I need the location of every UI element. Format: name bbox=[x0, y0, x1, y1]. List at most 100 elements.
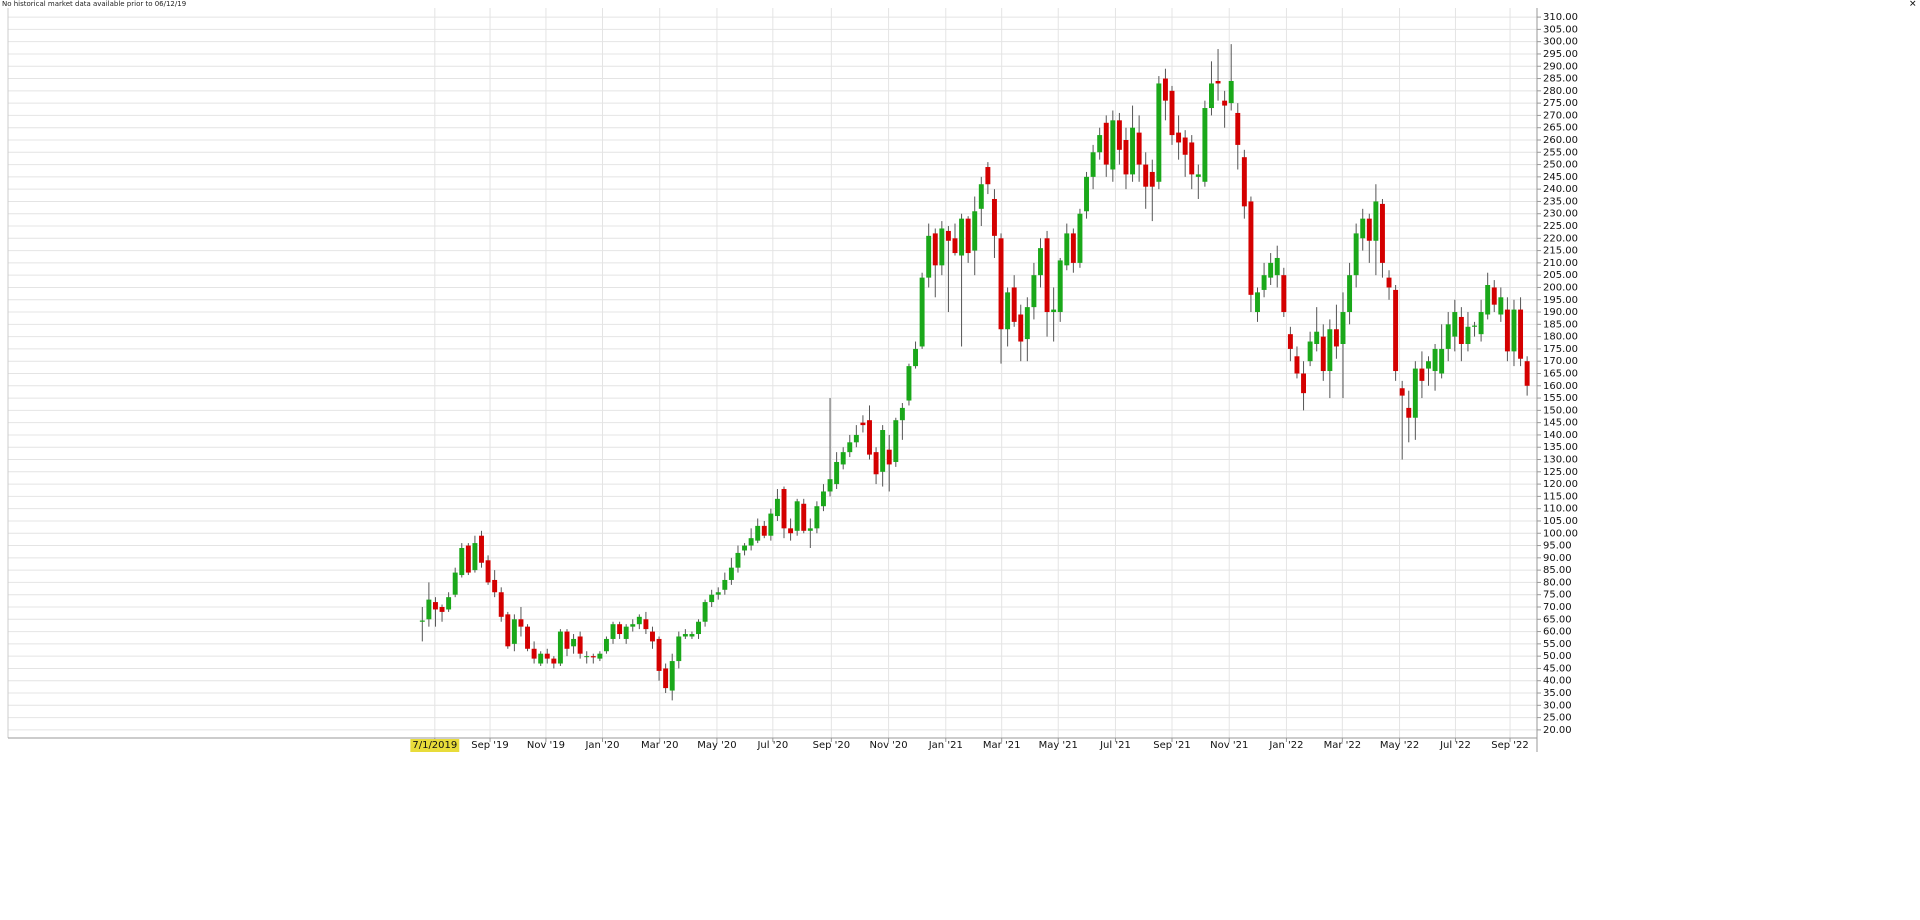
y-tick-label: 100.00 bbox=[1543, 528, 1578, 539]
candle-body bbox=[617, 624, 623, 635]
candle-body bbox=[834, 461, 840, 485]
y-tick-label: 50.00 bbox=[1543, 651, 1572, 662]
y-tick-label: 265.00 bbox=[1543, 123, 1578, 134]
y-tick-label: 45.00 bbox=[1543, 663, 1572, 674]
y-tick-label: 160.00 bbox=[1543, 381, 1578, 392]
candle-body bbox=[919, 277, 925, 347]
candle-body bbox=[511, 619, 517, 644]
candle-body bbox=[498, 592, 504, 617]
x-tick-label: Nov '20 bbox=[869, 740, 907, 751]
candle-body bbox=[1176, 132, 1182, 143]
y-tick-label: 145.00 bbox=[1543, 418, 1578, 429]
candle-body bbox=[1077, 213, 1083, 263]
candle-body bbox=[827, 479, 833, 492]
y-tick-label: 170.00 bbox=[1543, 356, 1578, 367]
y-tick-label: 115.00 bbox=[1543, 491, 1578, 502]
candle-body bbox=[571, 638, 577, 647]
x-tick-label: Jul '20 bbox=[756, 740, 788, 751]
candle-body bbox=[663, 668, 669, 689]
candle-body bbox=[978, 184, 984, 209]
candle-body bbox=[577, 636, 583, 654]
candle-body bbox=[1143, 164, 1149, 187]
candle-body bbox=[1353, 233, 1359, 276]
candle-body bbox=[459, 548, 465, 576]
candle-body bbox=[1301, 373, 1307, 394]
candle-body bbox=[821, 491, 826, 507]
y-tick-label: 90.00 bbox=[1543, 553, 1572, 564]
candle-body bbox=[590, 656, 596, 658]
candle-body bbox=[715, 592, 721, 595]
candle-body bbox=[1498, 297, 1504, 315]
candle-body bbox=[1011, 287, 1017, 322]
candle-body bbox=[1426, 361, 1431, 369]
candle-body bbox=[991, 198, 997, 236]
x-tick-label: Jan '20 bbox=[584, 740, 619, 751]
candle-body bbox=[1215, 81, 1221, 84]
candle-body bbox=[472, 543, 478, 571]
y-tick-label: 80.00 bbox=[1543, 577, 1572, 588]
candle-body bbox=[1261, 275, 1267, 290]
candle-body bbox=[886, 449, 892, 465]
x-tick-label: May '22 bbox=[1380, 740, 1419, 751]
y-tick-label: 300.00 bbox=[1543, 37, 1578, 48]
x-tick-label: 7/1/2019 bbox=[412, 740, 457, 751]
candle-body bbox=[1491, 287, 1497, 305]
candle-body bbox=[722, 579, 728, 590]
candle-body bbox=[781, 489, 787, 529]
candle-body bbox=[1156, 83, 1162, 182]
candle-body bbox=[1268, 262, 1274, 278]
candle-body bbox=[801, 503, 807, 531]
candle-body bbox=[623, 626, 629, 639]
x-tick-label: Jan '22 bbox=[1268, 740, 1303, 751]
y-tick-label: 225.00 bbox=[1543, 221, 1578, 232]
candle-body bbox=[551, 658, 557, 664]
candle-body bbox=[1393, 289, 1399, 372]
candle-body bbox=[1386, 277, 1392, 288]
candle-body bbox=[1228, 81, 1234, 104]
candle-body bbox=[1485, 285, 1491, 315]
candle-body bbox=[853, 434, 859, 443]
candle-body bbox=[426, 599, 432, 620]
candle-body bbox=[643, 619, 649, 630]
y-tick-label: 240.00 bbox=[1543, 184, 1578, 195]
x-tick-label: Sep '22 bbox=[1491, 740, 1529, 751]
candle-body bbox=[774, 498, 780, 517]
y-tick-label: 285.00 bbox=[1543, 74, 1578, 85]
candle-body bbox=[1307, 341, 1313, 362]
y-tick-label: 150.00 bbox=[1543, 405, 1578, 416]
candle-body bbox=[682, 634, 688, 637]
y-tick-label: 295.00 bbox=[1543, 49, 1578, 60]
candle-body bbox=[702, 602, 708, 622]
candle-body bbox=[432, 602, 438, 610]
candle-body bbox=[1248, 201, 1254, 295]
close-button[interactable]: ✕ bbox=[1909, 0, 1917, 10]
y-tick-label: 40.00 bbox=[1543, 676, 1572, 687]
y-tick-label: 20.00 bbox=[1543, 725, 1572, 736]
y-tick-label: 250.00 bbox=[1543, 160, 1578, 171]
y-tick-label: 215.00 bbox=[1543, 246, 1578, 257]
candle-body bbox=[1044, 238, 1050, 313]
candle-body bbox=[755, 525, 761, 541]
candle-body bbox=[1327, 329, 1333, 372]
candle-body bbox=[906, 366, 912, 401]
candle-body bbox=[1070, 233, 1076, 263]
candle-body bbox=[1412, 368, 1418, 418]
candle-body bbox=[1294, 356, 1300, 374]
y-tick-label: 55.00 bbox=[1543, 639, 1572, 650]
candle-body bbox=[1379, 203, 1385, 263]
candle-body bbox=[525, 626, 530, 649]
candles bbox=[419, 44, 1530, 701]
candle-body bbox=[761, 525, 767, 536]
y-tick-label: 305.00 bbox=[1543, 24, 1578, 35]
candle-body bbox=[597, 653, 603, 659]
y-tick-label: 175.00 bbox=[1543, 344, 1578, 355]
candle-body bbox=[1360, 218, 1366, 239]
candle-body bbox=[1314, 331, 1320, 344]
candle-body bbox=[794, 501, 800, 531]
x-tick-label: Mar '22 bbox=[1324, 740, 1362, 751]
candle-body bbox=[1189, 142, 1195, 175]
candle-body bbox=[1452, 312, 1458, 337]
